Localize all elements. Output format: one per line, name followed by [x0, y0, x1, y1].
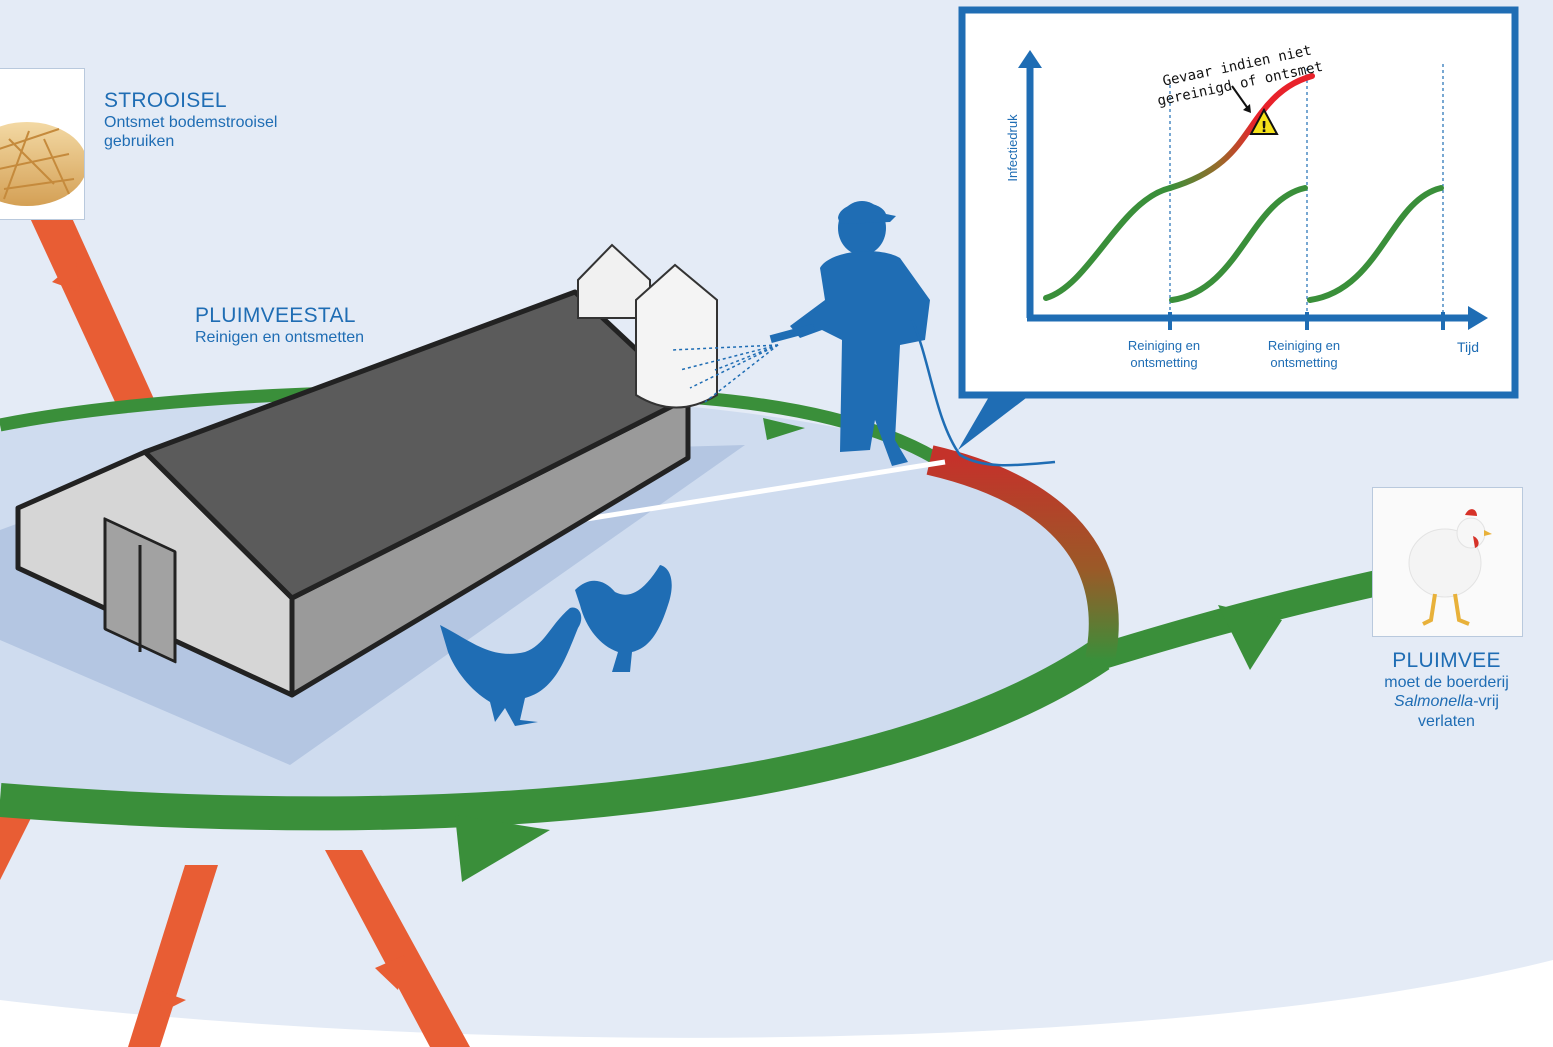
cycle-arrowhead-exit-1	[1218, 605, 1282, 670]
strooisel-line2: gebruiken	[104, 133, 175, 151]
silo-figure	[577, 243, 718, 409]
pluimvee-suffix: -vrij	[1473, 693, 1499, 711]
barn-figure	[15, 289, 691, 698]
chart-series-cycle-2	[1169, 185, 1308, 303]
pluimvee-line2: Salmonella-vrij	[1370, 692, 1523, 711]
chart-x-tick-label-2b: ontsmetting	[1270, 355, 1337, 370]
cycle-exit	[1086, 565, 1403, 673]
chicken-photo	[1372, 487, 1523, 637]
cycle-arrowhead-bottom	[455, 815, 550, 882]
contamination-arrow-bottom-left	[0, 800, 40, 880]
hen-right	[575, 565, 672, 672]
cleaning-line	[579, 459, 946, 523]
hose	[910, 319, 1056, 467]
chicken-icon	[1373, 488, 1522, 636]
cycle-arrowheads	[455, 418, 1282, 882]
label-pluimveestal: PLUIMVEESTAL Reinigen en ontsmetten	[195, 303, 364, 347]
cycle-transition	[926, 445, 1119, 663]
label-pluimvee: PLUIMVEE moet de boerderij Salmonella-vr…	[1370, 648, 1523, 731]
contamination-arrow-bottom-head	[158, 990, 186, 1012]
strooisel-title: STROOISEL	[104, 89, 227, 112]
annotation-arrowhead	[1243, 104, 1251, 113]
chart-x-tick-label-1b: ontsmetting	[1130, 355, 1197, 370]
contamination-arrow-bottom-right	[325, 850, 470, 1047]
silo-front	[635, 263, 718, 409]
water-spray	[671, 344, 779, 403]
chart-frame	[958, 6, 1519, 399]
cycle-bottom	[0, 640, 1110, 831]
cycle-arrowhead-top	[763, 418, 805, 440]
contamination-arrow-bottom-right-head	[375, 955, 405, 990]
chart-series-cycle-1	[1043, 185, 1173, 301]
straw-photo	[0, 68, 85, 220]
straw-icon	[0, 69, 84, 219]
strooisel-line1: Ontsmet bodemstrooisel	[104, 114, 278, 132]
chart-x-label: Tijd	[1457, 339, 1479, 355]
pluimveestal-title: PLUIMVEESTAL	[195, 304, 356, 327]
pluimvee-line3: verlaten	[1418, 712, 1475, 730]
chart-x-arrowhead	[1468, 306, 1488, 330]
annotation-arrow	[1231, 85, 1250, 111]
hen-figure	[440, 565, 672, 726]
chart-y-label: Infectiedruk	[1005, 114, 1020, 182]
contamination-arrow-top	[30, 218, 168, 430]
chart-series-cycle-3	[1307, 185, 1444, 303]
label-strooisel: STROOISEL Ontsmet bodemstrooisel gebruik…	[104, 88, 277, 152]
pluimvee-title: PLUIMVEE	[1392, 649, 1501, 672]
contamination-arrow-bottom	[128, 865, 218, 1047]
contamination-arrows	[0, 218, 470, 1047]
contamination-arrow-top-head	[52, 262, 80, 292]
pluimveestal-subtitle: Reinigen en ontsmetten	[195, 329, 364, 347]
farmer-figure	[769, 201, 930, 466]
chart-callout: ! Gevaar indien niet gereinigd of ontsme…	[958, 6, 1519, 450]
hen-left	[440, 607, 582, 726]
svg-text:!: !	[1261, 118, 1268, 136]
chart-y-arrowhead	[1018, 50, 1042, 68]
warning-icon: !	[1249, 107, 1279, 136]
pluimvee-line1: moet de boerderij	[1384, 674, 1509, 692]
chart-series-danger	[1167, 73, 1315, 191]
chart-x-tick-label-2a: Reiniging en	[1268, 338, 1340, 353]
callout-pointer	[958, 395, 1030, 450]
chart-x-tick-label-1a: Reiniging en	[1128, 338, 1200, 353]
pluimvee-italic: Salmonella	[1394, 693, 1474, 711]
